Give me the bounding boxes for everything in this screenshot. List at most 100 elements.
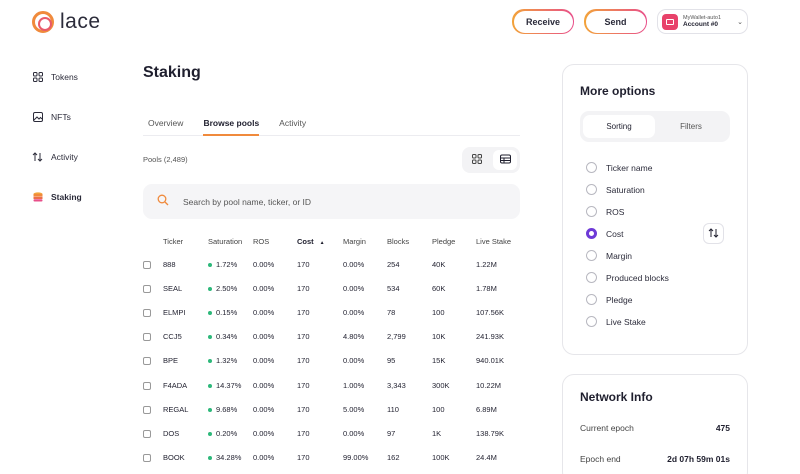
row-checkbox[interactable] — [143, 454, 151, 463]
column-header-ticker[interactable]: Ticker — [163, 236, 184, 246]
sidebar-item-staking[interactable]: Staking — [32, 191, 82, 202]
sort-option-margin[interactable]: Margin — [586, 250, 632, 261]
account-menu-button[interactable]: MyWallet-auto1 Account #0 ⌄ — [657, 9, 748, 34]
coins-icon — [32, 191, 43, 202]
wallet-name: MyWallet-auto1 — [683, 14, 722, 21]
row-checkbox[interactable] — [143, 260, 151, 269]
column-header-live-stake[interactable]: Live Stake — [476, 236, 512, 246]
cell-margin: 0.00% — [343, 283, 365, 293]
cell-ticker: 888 — [163, 259, 176, 269]
radio-button[interactable] — [586, 206, 597, 217]
column-header-cost[interactable]: Cost ▲ — [297, 230, 343, 252]
sidebar-item-tokens[interactable]: Tokens — [32, 71, 78, 82]
sidebar-item-nfts[interactable]: NFTs — [32, 111, 71, 122]
row-checkbox[interactable] — [143, 429, 151, 438]
pool-search[interactable] — [143, 184, 520, 219]
row-checkbox[interactable] — [143, 357, 151, 366]
cell-saturation-value: 0.20% — [216, 428, 238, 438]
radio-button[interactable] — [586, 272, 597, 283]
sort-option-produced-blocks[interactable]: Produced blocks — [586, 272, 669, 283]
table-row[interactable]: ELMPI 0.15% 0.00% 170 0.00% 78 100 107.56K — [143, 300, 523, 324]
table-row[interactable]: DOS 0.20% 0.00% 170 0.00% 97 1K 138.79K — [143, 421, 523, 445]
tab-browse-pools[interactable]: Browse pools — [203, 112, 260, 136]
receive-button[interactable]: Receive — [512, 9, 574, 34]
network-info-card: Network Info Current epoch 475 Epoch end… — [562, 374, 748, 474]
pool-count: Pools (2,489) — [143, 155, 188, 164]
sidebar-item-activity[interactable]: Activity — [32, 151, 78, 162]
radio-button[interactable] — [586, 294, 597, 305]
select-column-header — [143, 230, 163, 252]
table-row[interactable]: REGAL 9.68% 0.00% 170 5.00% 110 100 6.89M — [143, 397, 523, 421]
receive-button-label: Receive — [513, 10, 573, 33]
row-checkbox[interactable] — [143, 333, 151, 342]
cell-saturation: 0.15% — [208, 300, 253, 324]
row-checkbox[interactable] — [143, 381, 151, 390]
cell-live-stake: 940.01K — [476, 356, 504, 366]
radio-button[interactable] — [586, 184, 597, 195]
cell-pledge: 100 — [432, 404, 445, 414]
column-header-ros[interactable]: ROS — [253, 236, 270, 246]
lace-logo-icon — [32, 11, 54, 33]
row-checkbox[interactable] — [143, 284, 151, 293]
sort-option-pledge[interactable]: Pledge — [586, 294, 632, 305]
column-header-margin[interactable]: Margin — [343, 236, 366, 246]
radio-button[interactable] — [586, 250, 597, 261]
cell-pledge: 100K — [432, 453, 450, 463]
sort-option-ros[interactable]: ROS — [586, 206, 624, 217]
cell-blocks: 534 — [387, 283, 400, 293]
row-select-cell — [143, 373, 163, 397]
app-logo[interactable]: lace — [32, 10, 101, 34]
row-checkbox[interactable] — [143, 308, 151, 317]
tab-activity[interactable]: Activity — [279, 118, 307, 128]
cell-live-stake: 138.79K — [476, 428, 504, 438]
column-header-pledge[interactable]: Pledge — [432, 236, 456, 246]
table-row[interactable]: F4ADA 14.37% 0.00% 170 1.00% 3,343 300K 10.22M — [143, 373, 523, 397]
radio-button-selected[interactable] — [586, 228, 597, 239]
network-row-label: Epoch end — [580, 454, 621, 464]
sort-option-live-stake[interactable]: Live Stake — [586, 316, 646, 327]
network-info-title: Network Info — [580, 390, 653, 404]
table-row[interactable]: CCJ5 0.34% 0.00% 170 4.80% 2,799 10K 241.93K — [143, 325, 523, 349]
radio-button[interactable] — [586, 316, 597, 327]
search-input[interactable] — [183, 196, 483, 207]
cell-pledge: 40K — [432, 259, 446, 269]
sort-option-cost[interactable]: Cost — [586, 228, 623, 239]
grid-view-button[interactable] — [465, 150, 489, 170]
cell-margin: 0.00% — [343, 428, 365, 438]
cell-cost: 170 — [297, 283, 310, 293]
cell-ros: 0.00% — [253, 259, 275, 269]
sort-option-label: Produced blocks — [606, 272, 669, 283]
table-row[interactable]: BOOK 34.28% 0.00% 170 99.00% 162 100K 24.4M — [143, 446, 523, 470]
row-select-cell — [143, 300, 163, 324]
cell-ticker: CCJ5 — [163, 332, 182, 342]
cell-cost: 170 — [297, 332, 310, 342]
cell-saturation-value: 34.28% — [216, 453, 242, 463]
tab-filters[interactable]: Filters — [680, 122, 702, 131]
table-row[interactable]: 888 1.72% 0.00% 170 0.00% 254 40K 1.22M — [143, 252, 523, 276]
page-title: Staking — [143, 64, 201, 81]
table-row[interactable]: SEAL 2.50% 0.00% 170 0.00% 534 60K 1.78M — [143, 276, 523, 300]
table-view-button[interactable] — [493, 150, 517, 170]
column-header-blocks[interactable]: Blocks — [387, 236, 410, 246]
tab-sorting[interactable]: Sorting — [583, 115, 655, 138]
cell-margin: 0.00% — [343, 259, 365, 269]
cell-ros: 0.00% — [253, 356, 275, 366]
table-header-row: Ticker Saturation ROS Cost ▲ Margin Block… — [143, 230, 523, 252]
sort-order-button[interactable] — [703, 223, 724, 244]
cell-cost: 170 — [297, 259, 310, 269]
saturation-status-icon — [208, 431, 212, 436]
tab-overview[interactable]: Overview — [148, 118, 184, 128]
send-button[interactable]: Send — [584, 9, 647, 34]
cell-live-stake: 1.22M — [476, 259, 497, 269]
radio-button[interactable] — [586, 162, 597, 173]
sort-option-ticker-name[interactable]: Ticker name — [586, 162, 652, 173]
sort-option-saturation[interactable]: Saturation — [586, 184, 645, 195]
table-row[interactable]: BPE 1.32% 0.00% 170 0.00% 95 15K 940.01K — [143, 349, 523, 373]
grid-icon — [32, 71, 43, 82]
cell-pledge: 60K — [432, 283, 446, 293]
sidebar-item-label: Activity — [51, 151, 78, 162]
column-header-saturation[interactable]: Saturation — [208, 236, 243, 246]
grid-icon — [472, 151, 482, 169]
cell-ros: 0.00% — [253, 380, 275, 390]
row-checkbox[interactable] — [143, 405, 151, 414]
